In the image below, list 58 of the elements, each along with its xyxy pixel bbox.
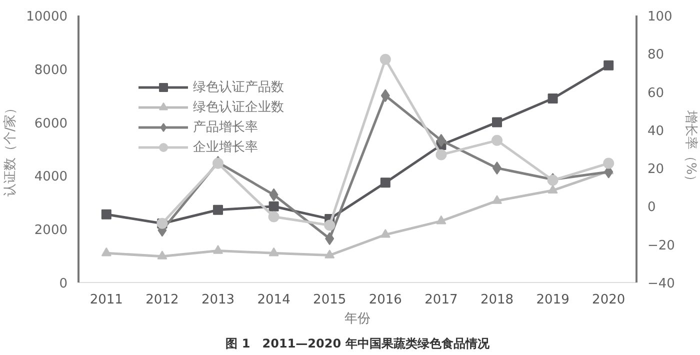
y-tick-label: 2000 xyxy=(34,223,68,238)
y-tick-label: 10000 xyxy=(26,10,68,24)
point xyxy=(324,220,336,231)
y2-tick-label: 40 xyxy=(648,124,664,139)
point xyxy=(268,201,279,212)
point xyxy=(268,247,279,256)
x-tick-label: 2016 xyxy=(368,292,402,308)
y2-tick-label: 20 xyxy=(648,162,664,178)
x-tick-label: 2020 xyxy=(592,292,626,308)
point xyxy=(380,89,390,102)
point xyxy=(269,188,278,202)
point xyxy=(268,211,280,222)
point xyxy=(492,195,502,204)
point xyxy=(325,232,334,246)
y2-tick-label: 100 xyxy=(648,10,672,24)
point xyxy=(157,250,168,260)
point xyxy=(603,158,614,169)
y-tick-label: 6000 xyxy=(34,116,68,132)
y2-tick-label: 60 xyxy=(648,86,664,101)
point xyxy=(101,209,112,220)
y2-axis-title: 增长率（%） xyxy=(682,109,699,188)
legend-label: 绿色认证产品数 xyxy=(193,79,284,96)
legend-label: 绿色认证企业数 xyxy=(193,99,284,116)
x-tick-label: 2013 xyxy=(201,292,235,308)
point xyxy=(213,204,223,215)
y2-tick-label: −40 xyxy=(648,276,675,292)
x-tick-label: 2014 xyxy=(257,292,290,308)
point xyxy=(101,247,112,256)
point xyxy=(436,134,446,147)
point xyxy=(213,245,223,254)
y2-tick-label: −20 xyxy=(648,238,675,254)
point xyxy=(492,117,502,128)
y-tick-label: 8000 xyxy=(34,62,68,78)
point xyxy=(380,178,390,188)
x-tick-label: 2017 xyxy=(424,292,458,308)
point xyxy=(380,54,391,65)
point xyxy=(324,250,335,258)
y-tick-label: 0 xyxy=(59,276,68,292)
text: 图 1 2011—2020 年中国果蔬类绿色食品情况 xyxy=(226,336,490,350)
x-tick-label: 2019 xyxy=(536,292,570,308)
x-tick-label: 2018 xyxy=(480,292,514,308)
x-axis-title: 年份 xyxy=(344,312,370,326)
y-axis-title: 认证数（个/家） xyxy=(2,101,18,197)
x-tick-label: 2011 xyxy=(90,292,123,308)
point xyxy=(492,134,502,146)
y2-tick-label: 0 xyxy=(648,200,656,216)
point xyxy=(436,149,447,160)
legend-label: 产品增长率 xyxy=(193,119,258,136)
point xyxy=(548,184,558,194)
x-tick-label: 2012 xyxy=(146,292,179,308)
x-tick-label: 2015 xyxy=(313,292,346,308)
legend-label: 企业增长率 xyxy=(193,139,258,156)
point xyxy=(604,60,614,70)
point xyxy=(436,215,446,224)
point xyxy=(548,94,558,104)
y2-tick-label: 80 xyxy=(648,48,664,63)
y-tick-label: 4000 xyxy=(34,170,68,185)
point xyxy=(380,229,390,238)
